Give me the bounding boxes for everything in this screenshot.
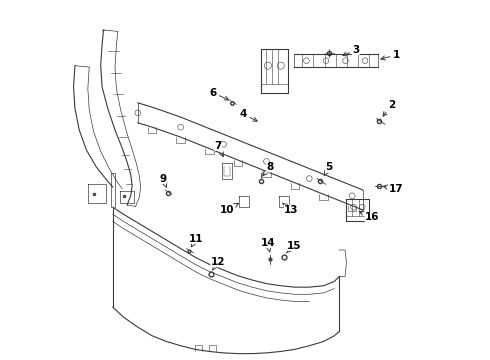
Text: 10: 10 — [220, 203, 238, 215]
Text: 9: 9 — [159, 174, 167, 187]
Text: 7: 7 — [214, 141, 223, 157]
Text: 6: 6 — [209, 88, 229, 100]
Text: 8: 8 — [263, 162, 273, 176]
Text: 13: 13 — [282, 203, 299, 215]
Text: 4: 4 — [240, 109, 257, 121]
Text: 14: 14 — [261, 238, 275, 252]
Text: 15: 15 — [286, 241, 301, 253]
Text: 1: 1 — [381, 50, 400, 60]
Text: 2: 2 — [383, 100, 395, 116]
Text: 12: 12 — [211, 257, 225, 270]
Text: 17: 17 — [383, 184, 404, 194]
Text: 11: 11 — [189, 234, 204, 247]
Text: 5: 5 — [324, 162, 333, 175]
Text: 3: 3 — [343, 45, 359, 56]
Text: 16: 16 — [359, 211, 379, 222]
